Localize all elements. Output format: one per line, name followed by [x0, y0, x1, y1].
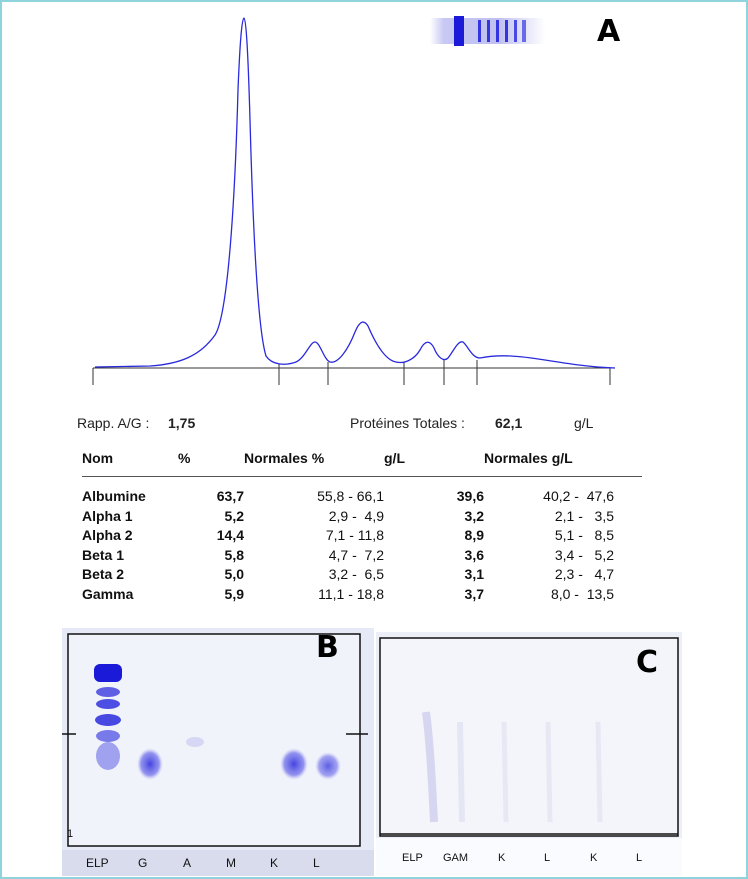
band-albumin	[94, 664, 122, 682]
lane-label-l: L	[313, 856, 320, 870]
total-protein-unit: g/L	[574, 415, 594, 431]
table-row: Gamma 5,9 11,1 - 18,8 3,7 8,0 - 13,5	[82, 585, 614, 602]
lane-label-l-c2: L	[636, 852, 643, 864]
table-row: Beta 1 5,8 4,7 - 7,2 3,6 3,4 - 5,2	[82, 546, 614, 563]
trace-curve	[94, 17, 616, 369]
lane-label-k: K	[270, 856, 279, 870]
gel-panel-c	[376, 632, 682, 876]
lane-label-k-c1: K	[498, 852, 506, 864]
total-protein-value: 62,1	[495, 415, 523, 431]
lane-label-g: G	[138, 856, 148, 870]
electrophoresis-trace	[92, 16, 616, 385]
lane-label-elp-c: ELP	[402, 852, 423, 864]
lane-label-m: M	[226, 856, 236, 870]
lane-label-l-c1: L	[544, 852, 551, 864]
lane-label-k-c2: K	[590, 852, 598, 864]
col-header-norm-gl: Normales g/L	[484, 446, 642, 477]
table-header-row: Nom % Normales % g/L Normales g/L	[82, 446, 642, 477]
table-row: Alpha 2 14,4 7,1 - 11,8 8,9 5,1 - 8,5	[82, 527, 614, 544]
band-l	[315, 752, 341, 780]
table-row: Alpha 1 5,2 2,9 - 4,9 3,2 2,1 - 3,5	[82, 507, 614, 524]
col-header-pct: %	[178, 446, 244, 477]
panel-label-c: C	[636, 645, 659, 680]
gel-corner-number: 1	[67, 828, 74, 840]
band-k	[280, 748, 308, 780]
panel-label-a: A	[597, 14, 621, 49]
table-row: Albumine 63,7 55,8 - 66,1 39,6 40,2 - 47…	[82, 488, 614, 505]
panel-label-b: B	[316, 630, 339, 665]
col-header-name: Nom	[82, 446, 178, 477]
strip-band-albumin	[454, 16, 464, 46]
gel-panel-b	[62, 628, 374, 876]
protein-fractions-table: Nom % Normales % g/L Normales g/L Albumi…	[82, 446, 642, 604]
table-row: Beta 2 5,0 3,2 - 6,5 3,1 2,3 - 4,7	[82, 566, 614, 583]
ratio-value: 1,75	[168, 415, 196, 431]
total-protein-label: Protéines Totales :	[350, 415, 465, 431]
band-g	[137, 748, 163, 780]
lane-label-elp: ELP	[86, 856, 109, 870]
lane-label-gam: GAM	[443, 852, 469, 864]
fraction-separators	[92, 360, 611, 385]
ratio-label: Rapp. A/G :	[77, 415, 150, 431]
lane-label-a: A	[183, 856, 192, 870]
col-header-norm-pct: Normales %	[244, 446, 384, 477]
col-header-gl: g/L	[384, 446, 484, 477]
